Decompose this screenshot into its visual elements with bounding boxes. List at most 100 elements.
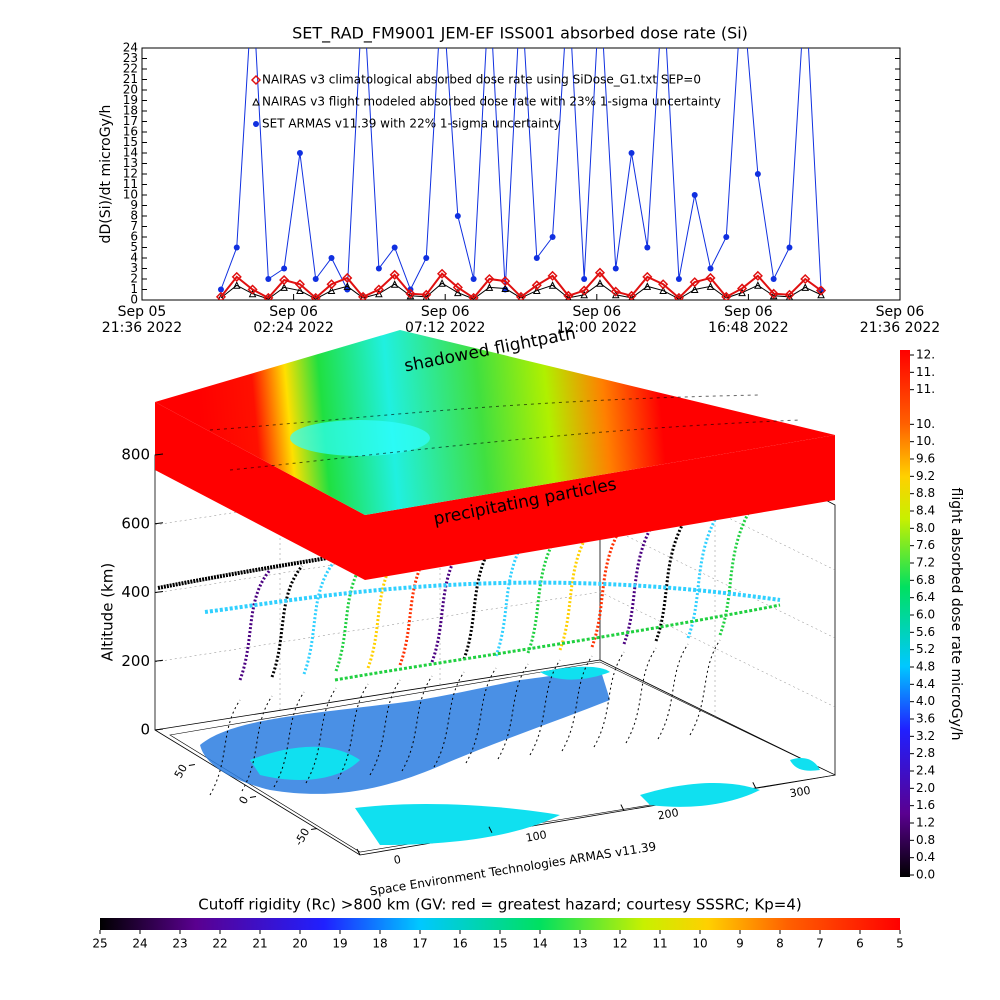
y-tick-label: -50 <box>292 826 312 848</box>
colorbar-tick-label: 2.8 <box>916 746 935 760</box>
x-tick <box>752 782 757 789</box>
point <box>549 234 556 240</box>
track <box>305 687 337 784</box>
point <box>517 293 525 300</box>
legend-label: NAIRAS v3 flight modeled absorbed dose r… <box>262 95 721 109</box>
credit: Space Environment Technologies ARMAS v11… <box>369 839 657 898</box>
colorbar-tick-label: 6.4 <box>916 590 935 604</box>
track <box>689 639 721 736</box>
x-tick-label: Sep 06 <box>572 304 621 320</box>
z-tick <box>154 522 164 525</box>
x-tick-label: 21:36 2022 <box>102 320 182 336</box>
colorbar-tick-label: 11. <box>916 382 935 396</box>
point <box>786 244 793 251</box>
x-tick-label: Sep 06 <box>421 304 470 320</box>
y-tick-label: 13 <box>123 156 138 170</box>
y-tick <box>249 796 257 798</box>
point <box>421 289 432 300</box>
series-group <box>215 48 827 300</box>
map-layer <box>169 661 836 853</box>
z-tick-label: 0 <box>140 721 150 739</box>
point <box>263 292 274 300</box>
track <box>398 549 432 666</box>
z-tick-label: 800 <box>121 446 150 464</box>
colorbar-tick-label: 7.2 <box>916 556 935 570</box>
point <box>642 271 653 282</box>
point <box>500 276 511 287</box>
point <box>705 272 716 284</box>
x-tick-label: Sep 06 <box>724 304 773 320</box>
colorbar-tick-label: 0.8 <box>916 833 935 847</box>
x-tick-label: 21:36 2022 <box>860 320 940 336</box>
legend-label: NAIRAS v3 climatological absorbed dose r… <box>262 73 701 87</box>
y-tick <box>311 827 318 830</box>
z-tick-label: 200 <box>121 652 150 670</box>
point <box>484 273 495 285</box>
point <box>454 288 462 297</box>
x-tick-label: 12:00 2022 <box>557 320 637 336</box>
dose-slab <box>155 330 835 580</box>
x-tick-label: 07:12 2022 <box>405 320 485 336</box>
y-tick-label: 0 <box>236 794 251 807</box>
track <box>526 533 560 654</box>
point <box>659 286 667 295</box>
colorbar-tick-label: 0.0 <box>916 868 935 882</box>
series-line <box>220 48 822 292</box>
x-tick <box>356 848 361 856</box>
colorbar-tick-label: 8 <box>776 937 784 951</box>
point <box>391 244 398 251</box>
colorbar-tick-label: 6.8 <box>916 573 935 587</box>
track <box>302 561 336 675</box>
colorbar-tick-label: 3.2 <box>916 729 935 743</box>
x-tick-label: 16:48 2022 <box>708 320 788 336</box>
x-tick <box>620 804 625 811</box>
point <box>248 289 257 298</box>
y-tick-label: 21 <box>123 72 138 86</box>
point <box>232 281 241 289</box>
point <box>673 292 684 300</box>
colorbar-tick-label: 6 <box>856 937 864 951</box>
point <box>215 291 227 300</box>
track <box>529 659 561 756</box>
colorbar-tick-label: 18 <box>372 937 387 951</box>
point <box>596 279 604 287</box>
point <box>610 286 621 297</box>
point <box>689 277 700 288</box>
colorbar-tick-label: 12 <box>612 937 627 951</box>
point <box>231 271 242 282</box>
point <box>815 285 827 296</box>
colorbar-tick-label: 1.6 <box>916 798 935 812</box>
y-tick-label: 23 <box>123 51 138 65</box>
point <box>279 274 290 286</box>
point <box>281 265 288 272</box>
colorbar-tick-label: 24 <box>132 937 147 951</box>
y-tick-label: 50 <box>172 762 190 781</box>
x-tick-label: 100 <box>525 828 548 844</box>
x-tick-label: 02:24 2022 <box>253 320 333 336</box>
point <box>423 255 430 261</box>
point <box>626 290 637 300</box>
track <box>462 541 496 660</box>
point <box>532 286 541 295</box>
z-tick-label: 600 <box>121 514 150 532</box>
track <box>433 671 465 768</box>
track <box>718 509 752 636</box>
point <box>690 285 699 293</box>
colorbar-title: flight absorbed dose rate microGy/h <box>948 488 964 741</box>
track <box>465 667 497 764</box>
y-tick-label: 8 <box>130 209 138 223</box>
point <box>548 281 557 289</box>
y-tick-label: 16 <box>123 125 138 139</box>
point <box>676 294 682 300</box>
colorbar-tick-label: 11 <box>652 937 667 951</box>
point <box>721 291 732 300</box>
y-tick-label: 4 <box>130 251 138 265</box>
x-tick-label: 200 <box>657 806 680 822</box>
point <box>723 234 730 240</box>
point <box>217 293 225 300</box>
colorbar-tick-label: 10. <box>916 417 935 431</box>
colorbar-tick-label: 20 <box>292 937 307 951</box>
y-tick-label: 1 <box>130 282 138 296</box>
colorbar <box>100 918 900 930</box>
y-tick-label: 19 <box>123 93 138 107</box>
